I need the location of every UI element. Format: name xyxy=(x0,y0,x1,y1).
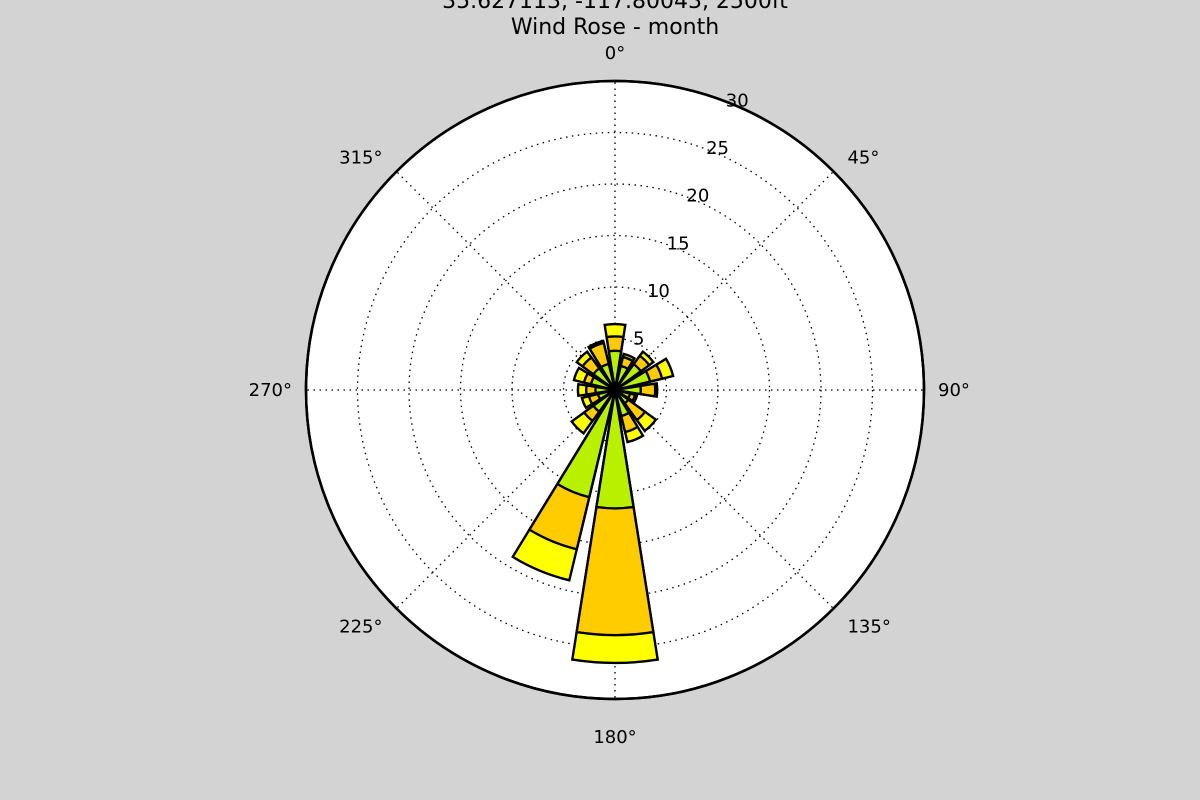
wedge-0-bin1 xyxy=(607,349,623,391)
polar-plot-area: 0° 45° 90° 135° 180° 225° 270° 315° 5 10 15 20 25 30 xyxy=(249,43,970,748)
grid-ring-25 xyxy=(356,131,874,649)
radial-tick-25: 25 xyxy=(706,138,729,159)
wedge-45-bin1 xyxy=(614,362,643,391)
wedge-180-bin1 xyxy=(595,389,635,510)
radial-tick-20: 20 xyxy=(686,186,709,207)
wedge-180-bin2 xyxy=(575,389,655,637)
angle-tick-135: 135° xyxy=(847,616,890,637)
wedge-247.5-bin1 xyxy=(596,388,616,401)
polar-frame xyxy=(304,79,926,701)
wedge-202.5-bin1 xyxy=(555,389,617,499)
angle-tick-45: 45° xyxy=(847,148,879,169)
wedge-157.5-bin1 xyxy=(613,389,631,418)
angle-tick-0: 0° xyxy=(605,43,625,64)
wedge-67.5-bin1 xyxy=(614,369,652,392)
angle-tick-90: 90° xyxy=(938,380,970,401)
wedge-270-bin1 xyxy=(594,385,616,395)
radial-tick-10: 10 xyxy=(647,281,670,302)
angle-tick-270: 270° xyxy=(249,380,292,401)
radial-tick-5: 5 xyxy=(633,328,644,349)
angle-tick-180: 180° xyxy=(593,727,636,748)
chart-title-line1: 35.627113, -117.80043, 2500ft xyxy=(442,0,788,14)
chart-title-line2: Wind Rose - month xyxy=(511,15,719,40)
grid-ring-20 xyxy=(408,183,822,597)
radial-tick-30: 30 xyxy=(726,91,749,112)
wedge-315-bin1 xyxy=(591,366,616,391)
wedge-225-bin1 xyxy=(591,389,616,414)
radial-tick-15: 15 xyxy=(667,233,690,254)
grid-ring-15 xyxy=(459,234,771,546)
angle-tick-225: 225° xyxy=(339,616,382,637)
grid-ring-5 xyxy=(562,337,668,443)
wedge-337.5-bin1 xyxy=(599,362,617,391)
angle-tick-315: 315° xyxy=(339,148,382,169)
wedge-90-bin1 xyxy=(614,384,642,396)
